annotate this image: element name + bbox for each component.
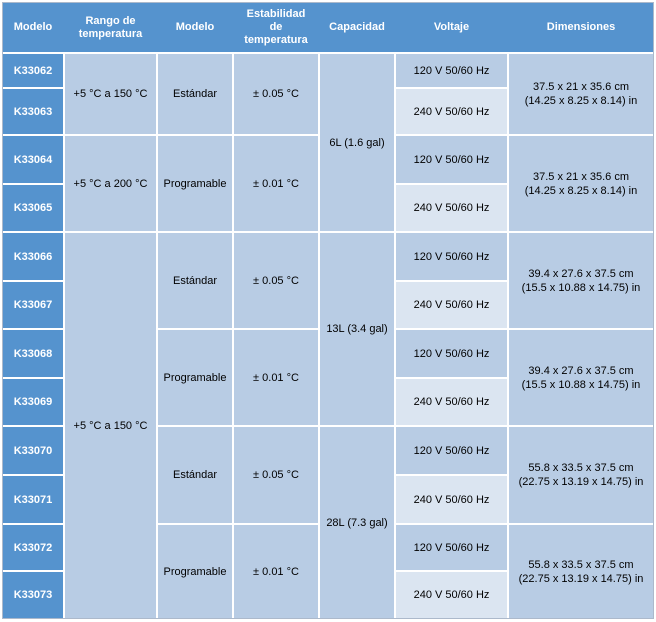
model-cell: K33066 [3,233,63,280]
header-cell-label: Dimensiones [546,21,616,33]
table-body: K33062 K33063 K33064 K33065 K33066 K33067 K330… [3,54,653,618]
stability-cell: ± 0.01 °C [234,330,318,425]
type-cell: Programable [158,330,232,425]
dimensions-cell-line: 39.4 x 27.6 x 37.5 cm [528,267,634,280]
table-header-row: Modelo Rango de temperatura Modelo Estabili… [3,3,653,52]
model-cell: K33062 [3,54,63,87]
header-cell-label: Rango de temperatura [78,14,143,40]
stability-cell: ± 0.01 °C [234,136,318,231]
model-cell: K33069 [3,379,63,425]
voltage-cell: 120 V 50/60 Hz [396,427,507,474]
stability-cell: ± 0.05 °C [234,233,318,328]
temp-range-cell: +5 °C a 150 °C [65,54,156,134]
stability-cell: ± 0.05 °C [234,427,318,523]
model-cell: K33072 [3,525,63,570]
dimensions-cell-line: 39.4 x 27.6 x 37.5 cm [528,364,634,377]
dimensions-cell-line: (14.25 x 8.25 x 8.14) in [524,184,638,197]
header-cell-label: Voltaje [433,21,470,33]
header-cell-5: Capacidad [320,3,394,52]
spec-table: Modelo Rango de temperatura Modelo Estabili… [3,3,653,618]
dimensions-cell-line: (22.75 x 13.19 x 14.75) in [518,476,644,488]
model-cell: K33065 [3,185,63,231]
dimensions-cell: 39.4 x 27.6 x 37.5 cm (15.5 x 10.88 x 14.… [509,330,653,425]
voltage-cell: 120 V 50/60 Hz [396,54,507,87]
capacity-cell: 28L (7.3 gal) [320,427,394,618]
voltage-cell: 240 V 50/60 Hz [396,89,507,134]
temp-range-cell: +5 °C a 150 °C [65,233,156,618]
dimensions-cell: 55.8 x 33.5 x 37.5 cm (22.75 x 13.19 x 14… [509,427,653,523]
voltage-cell: 240 V 50/60 Hz [396,572,507,618]
header-cell-7: Dimensiones [509,3,653,52]
voltage-cell: 120 V 50/60 Hz [396,136,507,183]
header-cell-2: Rango de temperatura [65,3,156,52]
voltage-cell: 120 V 50/60 Hz [396,525,507,570]
voltage-cell: 240 V 50/60 Hz [396,379,507,425]
model-cell: K33068 [3,330,63,377]
voltage-cell: 120 V 50/60 Hz [396,330,507,377]
capacity-cell: 13L (3.4 gal) [320,233,394,425]
model-cell: K33073 [3,572,63,618]
type-cell: Programable [158,136,232,231]
header-cell-1: Modelo [3,3,63,52]
voltage-cell: 240 V 50/60 Hz [396,185,507,231]
model-cell: K33063 [3,89,63,134]
header-cell-label: Modelo [13,21,53,33]
dimensions-cell: 37.5 x 21 x 35.6 cm (14.25 x 8.25 x 8.14)… [509,136,653,231]
type-cell: Estándar [158,54,232,134]
temp-range-cell: +5 °C a 200 °C [65,136,156,231]
header-cell-3: Modelo [158,3,232,52]
stability-cell: ± 0.05 °C [234,54,318,134]
stability-cell: ± 0.01 °C [234,525,318,618]
model-cell: K33064 [3,136,63,183]
dimensions-cell-line: 37.5 x 21 x 35.6 cm [533,81,629,93]
header-cell-label: Modelo [175,21,215,33]
header-cell-label: Estabilidad de temperatura [244,8,308,46]
model-cell: K33070 [3,427,63,474]
model-cell: K33067 [3,282,63,328]
type-cell: Estándar [158,427,232,523]
header-cell-4: Estabilidad de temperatura [234,3,318,52]
dimensions-cell-line: (22.75 x 13.19 x 14.75) in [518,572,644,585]
voltage-cell: 240 V 50/60 Hz [396,282,507,328]
dimensions-cell-line: (15.5 x 10.88 x 14.75) in [521,281,641,294]
dimensions-cell-line: 55.8 x 33.5 x 37.5 cm [528,558,634,571]
dimensions-cell: 37.5 x 21 x 35.6 cm (14.25 x 8.25 x 8.14)… [509,54,653,134]
header-cell-6: Voltaje [396,3,507,52]
voltage-cell: 240 V 50/60 Hz [396,476,507,523]
voltage-cell: 120 V 50/60 Hz [396,233,507,280]
dimensions-cell: 55.8 x 33.5 x 37.5 cm (22.75 x 13.19 x 14… [509,525,653,618]
dimensions-cell-line: (15.5 x 10.88 x 14.75) in [521,378,641,391]
dimensions-cell: 39.4 x 27.6 x 37.5 cm (15.5 x 10.88 x 14.… [509,233,653,328]
dimensions-cell-line: 37.5 x 21 x 35.6 cm [533,170,629,183]
capacity-cell: 6L (1.6 gal) [320,54,394,231]
dimensions-cell-line: 55.8 x 33.5 x 37.5 cm [528,462,634,474]
type-cell: Estándar [158,233,232,328]
model-cell: K33071 [3,476,63,523]
type-cell: Programable [158,525,232,618]
header-cell-label: Capacidad [329,21,385,33]
dimensions-cell-line: (14.25 x 8.25 x 8.14) in [524,95,638,107]
